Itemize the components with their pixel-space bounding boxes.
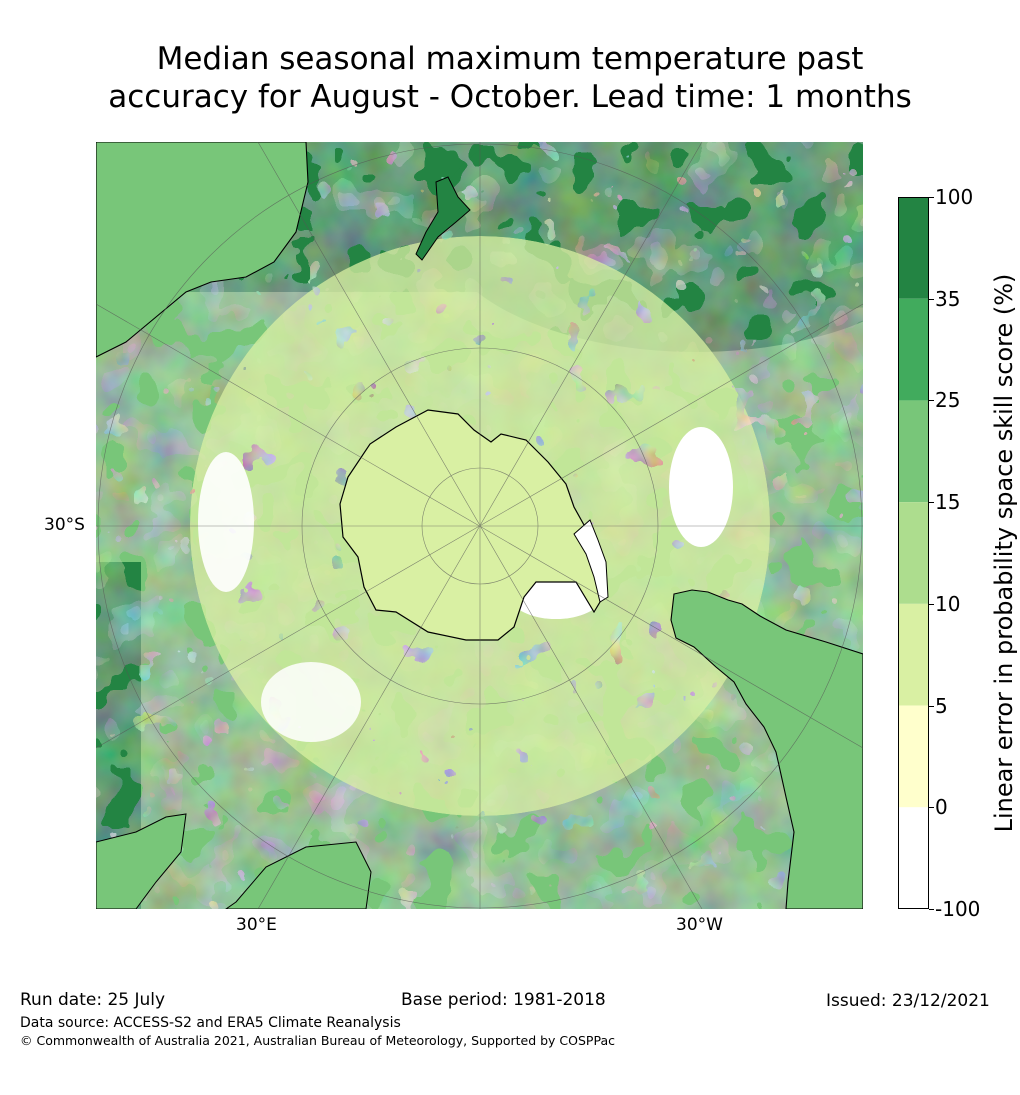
- colorbar-tick-label: 35: [935, 286, 961, 311]
- white-patch-west-2: [261, 662, 361, 742]
- colorbar-swatch: [898, 502, 929, 604]
- colorbar-tick-label: 100: [935, 185, 974, 209]
- colorbar-swatch: [898, 197, 929, 299]
- colorbar: [898, 197, 929, 909]
- madagascar: [225, 841, 372, 909]
- south-america: [670, 589, 863, 909]
- colorbar-swatch: [898, 603, 929, 706]
- colorbar-swatch: [898, 298, 929, 401]
- colorbar-swatch: [898, 705, 929, 808]
- chart-title: Median seasonal maximum temperature past…: [0, 40, 1020, 116]
- colorbar-tick-label: -100: [935, 897, 981, 921]
- lat-label-30s: 30°S: [44, 515, 85, 535]
- colorbar-tick-mark: [929, 298, 934, 300]
- copyright: © Commonwealth of Australia 2021, Austra…: [20, 1033, 615, 1048]
- colorbar-tick-mark: [929, 603, 934, 605]
- map-canvas: [96, 142, 863, 909]
- white-patch-east: [669, 427, 733, 547]
- lon-label-30w: 30°W: [676, 915, 723, 935]
- africa: [96, 813, 187, 909]
- new-zealand: [415, 176, 471, 261]
- australia: [96, 142, 309, 358]
- colorbar-tick-label: 5: [935, 693, 948, 718]
- colorbar-tick-mark: [929, 502, 934, 504]
- colorbar-swatch: [898, 807, 929, 909]
- colorbar-tick-label: 0: [935, 795, 948, 820]
- colorbar-tick-label: 15: [935, 490, 961, 515]
- colorbar-tick-mark: [929, 197, 934, 198]
- colorbar-tick-mark: [929, 807, 934, 809]
- skill-score-map: [96, 142, 863, 909]
- colorbar-tick-label: 10: [935, 591, 961, 616]
- antarctic-peninsula: [573, 519, 609, 603]
- colorbar-label: Linear error in probability space skill …: [990, 273, 1018, 833]
- graticule: [96, 142, 863, 909]
- title-line-1: Median seasonal maximum temperature past: [156, 41, 864, 77]
- title-line-2: accuracy for August - October. Lead time…: [108, 79, 912, 115]
- issued-date: Issued: 23/12/2021: [826, 991, 990, 1011]
- colorbar-tick-mark: [929, 705, 934, 707]
- run-date: Run date: 25 July: [20, 990, 166, 1010]
- antarctica: [339, 409, 607, 641]
- colorbar-tick-mark: [929, 400, 934, 402]
- colorbar-tick-mark: [929, 909, 934, 910]
- lon-label-30e: 30°E: [236, 915, 277, 935]
- colorbar-tick-label: 25: [935, 388, 961, 413]
- colorbar-swatches: [898, 197, 929, 909]
- base-period: Base period: 1981-2018: [401, 990, 606, 1010]
- white-patch-west-1: [198, 452, 254, 592]
- colorbar-border: [898, 197, 929, 909]
- colorbar-swatch: [898, 400, 929, 503]
- data-source: Data source: ACCESS-S2 and ERA5 Climate …: [20, 1015, 401, 1031]
